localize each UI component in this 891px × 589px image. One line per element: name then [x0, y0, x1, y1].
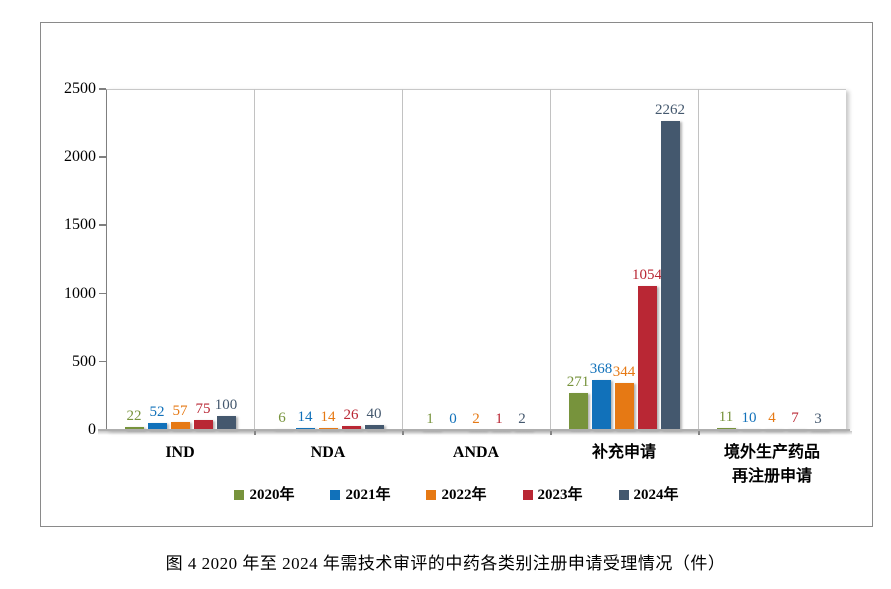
panel-separator [254, 89, 255, 430]
category-label: 境外生产药品 再注册申请 [723, 444, 820, 485]
bar-value-label: 14 [297, 409, 313, 426]
legend-swatch [618, 490, 629, 500]
panel-separator [402, 89, 403, 430]
bar-value-label: 7 [791, 410, 799, 427]
y-tick-label: 0 [88, 421, 96, 438]
y-tick-mark [99, 88, 106, 90]
y-tick-mark [99, 224, 106, 226]
bar-value-label: 2262 [655, 102, 685, 119]
legend-item-2023年: 2023年 [522, 487, 583, 503]
y-tick-mark [99, 360, 106, 363]
bar-value-label: 75 [195, 400, 211, 417]
bar-value-label: 6 [278, 410, 286, 427]
legend-label: 2020年 [249, 487, 295, 503]
bar-value-label: 10 [741, 409, 757, 426]
bar-value-label: 3 [814, 410, 822, 427]
legend-item-2021年: 2021年 [330, 487, 390, 503]
category-label: IND [165, 444, 195, 461]
legend-swatch [426, 490, 437, 500]
bar-2024年-补充申请 [660, 121, 680, 430]
category-label: NDA [310, 444, 346, 461]
bar-value-label: 11 [718, 409, 734, 426]
legend-label: 2024年 [633, 487, 679, 503]
bar-2023年-IND [193, 419, 213, 430]
bar-2022年-补充申请 [614, 383, 634, 430]
bar-value-label: 344 [612, 364, 636, 381]
bar-value-label: 52 [149, 403, 165, 420]
y-tick-mark [99, 292, 106, 295]
legend-swatch [330, 490, 341, 500]
y-tick-label: 2000 [64, 148, 96, 166]
y-tick-mark [99, 156, 106, 158]
bar-value-label: 1 [495, 410, 503, 427]
bar-value-label: 26 [343, 407, 359, 424]
bar-2021年-IND [147, 422, 167, 430]
bar-value-label: 1 [426, 410, 434, 427]
bar-2021年-补充申请 [591, 379, 611, 430]
plot-area [106, 89, 846, 430]
bar-value-label: 2 [518, 410, 526, 427]
chart-figure: 0 500 1000 1500 2000 2500 22 52 57 75 100 IND 6 14 14 2… [40, 22, 873, 527]
bar-2024年-IND [216, 416, 236, 430]
bar-value-label: 22 [126, 407, 142, 424]
legend-swatch [522, 490, 533, 500]
panel-separator [698, 89, 699, 430]
bar-value-label: 368 [589, 360, 613, 377]
legend-item-2024年: 2024年 [618, 487, 679, 503]
bar-value-label: 40 [366, 405, 382, 422]
bar-value-label: 57 [172, 403, 188, 420]
bar-value-label: 100 [214, 397, 238, 414]
legend-item-2020年: 2020年 [234, 487, 294, 503]
bar-value-label: 1054 [632, 267, 662, 284]
bar-value-label: 271 [566, 374, 590, 391]
y-tick-label: 1000 [64, 284, 96, 302]
bar-2020年-补充申请 [568, 393, 588, 430]
legend-label: 2021年 [345, 487, 391, 503]
x-axis-shadow [98, 431, 852, 435]
y-tick-label: 1500 [64, 216, 96, 234]
figure-caption: 图 4 2020 年至 2024 年需技术审评的中药各类别注册申请受理情况（件） [165, 554, 726, 573]
bar-2022年-IND [170, 422, 190, 430]
y-tick-label: 2500 [64, 80, 96, 97]
category-label: 补充申请 [591, 444, 656, 461]
bar-2020年-IND [124, 426, 144, 430]
bar-value-label: 14 [320, 409, 336, 426]
x-axis-line [98, 429, 850, 431]
chart-legend: 2020年 2021年 2022年 2023年 2024年 [41, 487, 872, 503]
legend-label: 2022年 [441, 487, 487, 503]
y-tick-label: 500 [72, 352, 96, 370]
legend-swatch [234, 490, 245, 500]
category-label: ANDA [452, 444, 500, 461]
bar-value-label: 4 [768, 410, 776, 427]
bar-2023年-NDA [341, 426, 361, 430]
bar-2024年-NDA [364, 424, 384, 430]
legend-label: 2023年 [537, 487, 583, 503]
bar-value-label: 2 [472, 410, 480, 427]
bar-2023年-补充申请 [637, 286, 657, 430]
panel-separator [550, 89, 551, 430]
legend-item-2022年: 2022年 [426, 487, 487, 503]
bar-value-label: 0 [449, 411, 457, 427]
